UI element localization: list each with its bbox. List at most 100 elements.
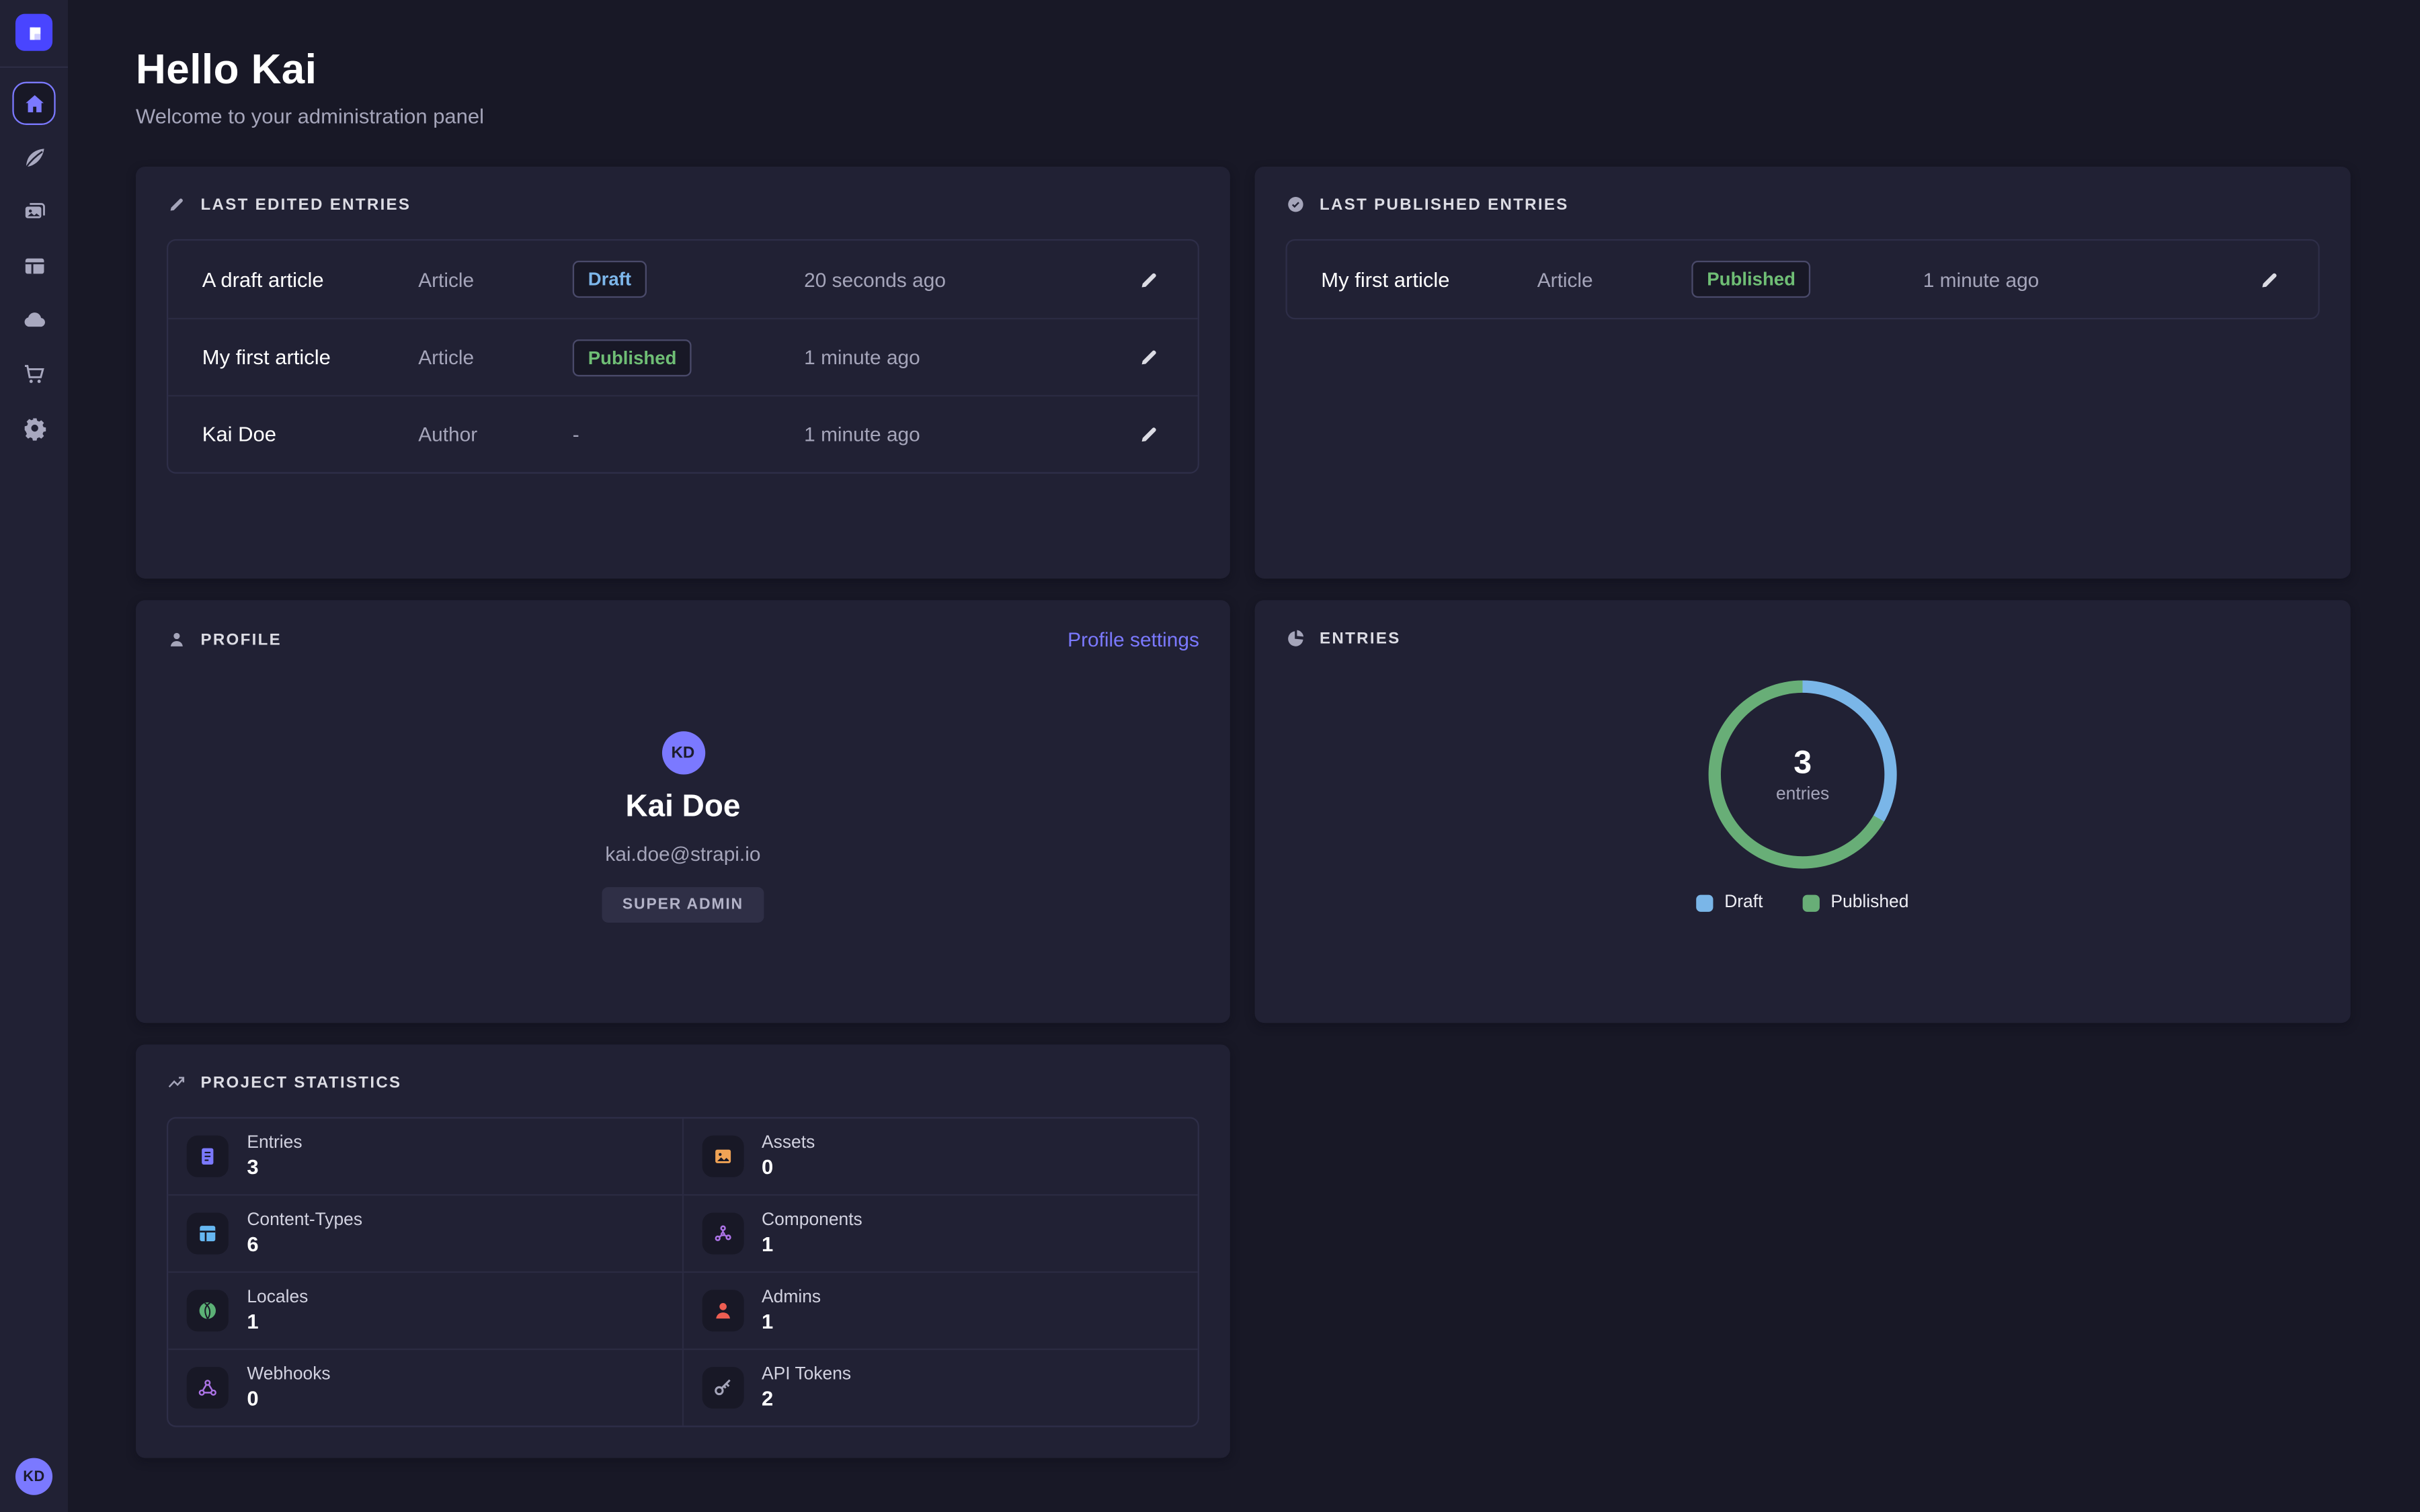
doc-icon: [186, 1135, 229, 1177]
sidebar-item-home[interactable]: [12, 81, 56, 125]
panel-last-edited-entries: LAST EDITED ENTRIES A draft article Artic…: [136, 166, 1230, 579]
stat-label: Locales: [247, 1288, 309, 1307]
panel-last-published-entries: LAST PUBLISHED ENTRIES My first article A…: [1254, 166, 2351, 579]
entry-title: A draft article: [202, 267, 324, 291]
gear-icon: [21, 414, 47, 440]
user-avatar[interactable]: KD: [15, 1458, 53, 1495]
sidebar-item-settings[interactable]: [12, 406, 55, 449]
entry-kind: Article: [1537, 267, 1593, 291]
cloud-icon: [21, 306, 47, 333]
pencil-icon: [1137, 423, 1160, 446]
stat-entries: Entries 3: [168, 1118, 683, 1195]
sidebar: KD: [0, 0, 69, 1512]
stat-label: Entries: [247, 1134, 302, 1153]
stat-value: 1: [247, 1310, 259, 1333]
stat-locales: Locales 1: [168, 1271, 683, 1349]
sidebar-item-media-library[interactable]: [12, 190, 55, 233]
profile-name: Kai Doe: [625, 790, 741, 825]
cart-icon: [21, 360, 47, 386]
edit-entry-button[interactable]: [1135, 419, 1164, 449]
panel-profile: PROFILE Profile settings KD Kai Doe kai.…: [136, 600, 1230, 1023]
pencil-icon: [2258, 267, 2281, 290]
stat-components: Components 1: [682, 1194, 1198, 1271]
legend-label: Draft: [1724, 893, 1763, 912]
webhook-icon: [186, 1367, 229, 1409]
entry-title: My first article: [202, 345, 331, 369]
stat-label: Admins: [762, 1288, 821, 1307]
panel-header: LAST EDITED ENTRIES: [167, 194, 1199, 214]
role-badge: SUPER ADMIN: [602, 887, 764, 923]
stat-label: Assets: [762, 1134, 815, 1153]
entry-status: Published: [1691, 261, 1923, 298]
entry-kind: Article: [418, 267, 475, 291]
strapi-logo[interactable]: [15, 13, 53, 51]
media-icon: [21, 198, 47, 224]
sidebar-item-content-type-builder[interactable]: [12, 244, 55, 287]
pie-icon: [1286, 628, 1306, 648]
edit-entry-button[interactable]: [2255, 265, 2284, 294]
table-row: My first article Article Published 1 minute…: [168, 317, 1198, 395]
stat-content-types: Content-Types 6: [168, 1194, 683, 1271]
person-icon: [167, 630, 187, 650]
feather-icon: [21, 144, 47, 171]
panel-header: PROJECT STATISTICS: [167, 1073, 1199, 1093]
stat-label: Components: [762, 1211, 862, 1230]
legend-swatch: [1803, 894, 1820, 911]
stat-value: 0: [762, 1155, 774, 1179]
sidebar-nav: [12, 81, 56, 449]
status-badge: Draft: [572, 261, 647, 298]
strapi-logo-icon: [22, 21, 45, 44]
entries-body: 3 entries Draft Published: [1286, 648, 2320, 912]
legend-label: Published: [1830, 893, 1909, 912]
entry-updated-time: 1 minute ago: [804, 345, 920, 369]
stat-value: 3: [247, 1155, 259, 1179]
donut-label: entries: [1775, 784, 1830, 804]
stat-assets: Assets 0: [683, 1119, 1198, 1195]
edit-entry-button[interactable]: [1135, 265, 1164, 294]
grid-icon: [186, 1212, 229, 1255]
last-edited-table: A draft article Article Draft 20 seconds ag…: [166, 239, 1199, 474]
sidebar-divider: [0, 66, 69, 69]
entry-updated-time: 20 seconds ago: [804, 267, 946, 291]
pencil-icon: [1137, 267, 1160, 290]
legend-item: Published: [1803, 893, 1908, 912]
stat-label: Content-Types: [247, 1211, 363, 1230]
stat-value: 2: [762, 1387, 774, 1411]
entry-kind: Article: [418, 345, 475, 369]
edit-entry-button[interactable]: [1135, 343, 1164, 372]
status-badge: Published: [572, 338, 692, 376]
legend-swatch: [1696, 894, 1714, 911]
check-circle-icon: [1286, 194, 1306, 214]
stat-webhooks: Webhooks 0: [168, 1348, 683, 1426]
panel-title: LAST EDITED ENTRIES: [200, 195, 411, 214]
trend-icon: [167, 1073, 187, 1093]
panel-title: LAST PUBLISHED ENTRIES: [1320, 195, 1569, 214]
panel-header: PROFILE Profile settings: [167, 628, 1199, 651]
table-row: My first article Article Published 1 minute…: [1287, 241, 2318, 318]
stat-value: 1: [762, 1310, 774, 1333]
entry-status: -: [573, 423, 804, 446]
main-content: Hello Kai Welcome to your administration…: [68, 0, 2420, 1512]
entry-title: Kai Doe: [202, 423, 277, 446]
entry-updated-time: 1 minute ago: [1923, 267, 2040, 291]
donut-center: 3 entries: [1709, 681, 1897, 869]
panel-header: ENTRIES: [1286, 628, 2320, 648]
panel-project-statistics: PROJECT STATISTICS Entries 3 Assets 0 Conten…: [136, 1044, 1230, 1458]
person-icon: [701, 1290, 743, 1332]
status-badge: Published: [1691, 261, 1811, 298]
profile-settings-link[interactable]: Profile settings: [1067, 628, 1199, 651]
sidebar-item-content-manager[interactable]: [12, 136, 55, 179]
image-icon: [701, 1135, 743, 1177]
stat-label: API Tokens: [762, 1365, 852, 1384]
sidebar-item-marketplace[interactable]: [12, 351, 55, 394]
legend-item: Draft: [1696, 893, 1763, 912]
stat-admins: Admins 1: [682, 1271, 1198, 1349]
table-row: A draft article Article Draft 20 seconds ag…: [168, 241, 1197, 318]
sidebar-item-deploy[interactable]: [12, 298, 55, 341]
profile-body: KD Kai Doe kai.doe@strapi.io SUPER ADMIN: [167, 651, 1199, 923]
panel-title: PROFILE: [200, 630, 282, 649]
panel-title: ENTRIES: [1320, 628, 1401, 648]
page-subtitle: Welcome to your administration panel: [136, 105, 485, 128]
key-icon: [701, 1367, 743, 1409]
